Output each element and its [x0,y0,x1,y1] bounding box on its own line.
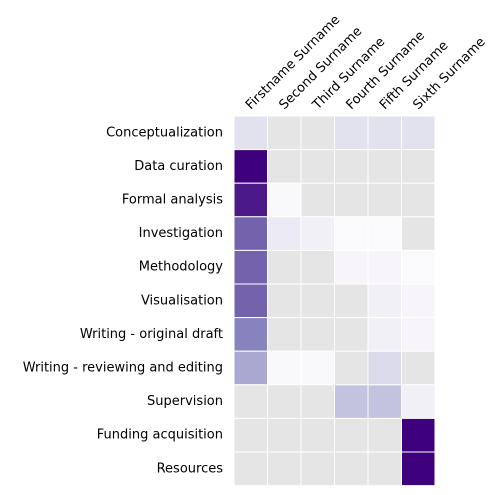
row-label: Writing - original draft [80,327,223,342]
heatmap-cell-r10-c2 [300,451,335,487]
heatmap-cell-r3-c5 [401,216,436,251]
heatmap-cell-r4-c2 [300,249,335,285]
heatmap-cell-r7-c2 [300,350,335,386]
row-label: Data curation [134,159,223,174]
heatmap-cell-r2-c2 [300,182,335,218]
heatmap-cells [233,115,436,487]
heatmap-cell-r2-c4 [367,182,402,218]
heatmap-cell-r6-c4 [367,317,402,352]
heatmap-cell-r8-c3 [334,384,369,419]
heatmap-cell-r7-c3 [334,350,369,386]
heatmap-cell-r6-c2 [300,317,335,352]
row-label: Conceptualization [106,125,223,140]
heatmap-cell-r10-c1 [267,451,302,487]
heatmap-cell-r1-c4 [367,149,402,184]
heatmap-cell-r9-c3 [334,417,369,453]
heatmap-cell-r7-c4 [367,350,402,386]
row-label: Supervision [147,394,223,409]
heatmap-cell-r5-c5 [401,283,436,319]
heatmap-cell-r10-c4 [367,451,402,487]
heatmap-cell-r1-c2 [300,149,335,184]
row-label: Formal analysis [122,193,223,208]
heatmap-cell-r10-c0 [233,451,268,487]
row-label: Investigation [139,226,223,241]
heatmap-cell-r5-c2 [300,283,335,319]
heatmap-cell-r7-c0 [233,350,268,386]
row-label: Writing - reviewing and editing [23,361,223,376]
heatmap-cell-r7-c1 [267,350,302,386]
heatmap-cell-r1-c0 [233,149,268,184]
heatmap-cell-r0-c1 [267,115,302,151]
heatmap-cell-r2-c1 [267,182,302,218]
row-labels: Conceptualization Data curation Formal ana… [23,125,224,476]
heatmap-cell-r9-c4 [367,417,402,453]
heatmap-cell-r2-c0 [233,182,268,218]
heatmap-cell-r5-c0 [233,283,268,319]
heatmap-cell-r5-c1 [267,283,302,319]
heatmap-cell-r3-c0 [233,216,268,251]
heatmap-cell-r1-c3 [334,149,369,184]
heatmap-cell-r4-c4 [367,249,402,285]
heatmap-cell-r3-c2 [300,216,335,251]
heatmap-cell-r6-c5 [401,317,436,352]
row-label: Resources [157,461,224,476]
heatmap-cell-r9-c1 [267,417,302,453]
heatmap-cell-r10-c5 [401,451,436,487]
heatmap-cell-r8-c2 [300,384,335,419]
heatmap-cell-r1-c5 [401,149,436,184]
heatmap-cell-r3-c4 [367,216,402,251]
heatmap-cell-r5-c4 [367,283,402,319]
heatmap-cell-r3-c3 [334,216,369,251]
heatmap-cell-r9-c0 [233,417,268,453]
heatmap-cell-r0-c5 [401,115,436,151]
heatmap-cell-r9-c5 [401,417,436,453]
heatmap-cell-r5-c3 [334,283,369,319]
heatmap-cell-r2-c5 [401,182,436,218]
heatmap-cell-r6-c0 [233,317,268,352]
heatmap-cell-r6-c1 [267,317,302,352]
heatmap-cell-r1-c1 [267,149,302,184]
heatmap-cell-r8-c5 [401,384,436,419]
heatmap-cell-r2-c3 [334,182,369,218]
heatmap-cell-r9-c2 [300,417,335,453]
heatmap-cell-r4-c5 [401,249,436,285]
heatmap-cell-r8-c1 [267,384,302,419]
heatmap-cell-r0-c4 [367,115,402,151]
heatmap-cell-r7-c5 [401,350,436,386]
heatmap-cell-r0-c3 [334,115,369,151]
heatmap-cell-r10-c3 [334,451,369,487]
row-label: Visualisation [141,293,223,308]
row-label: Methodology [139,260,224,275]
heatmap-cell-r0-c0 [233,115,268,151]
heatmap-cell-r0-c2 [300,115,335,151]
heatmap-cell-r6-c3 [334,317,369,352]
heatmap-cell-r4-c3 [334,249,369,285]
row-label: Funding acquisition [97,428,223,443]
heatmap-cell-r8-c0 [233,384,268,419]
heatmap-cell-r4-c0 [233,249,268,285]
heatmap-cell-r4-c1 [267,249,302,285]
heatmap-cell-r3-c1 [267,216,302,251]
heatmap-cell-r8-c4 [367,384,402,419]
